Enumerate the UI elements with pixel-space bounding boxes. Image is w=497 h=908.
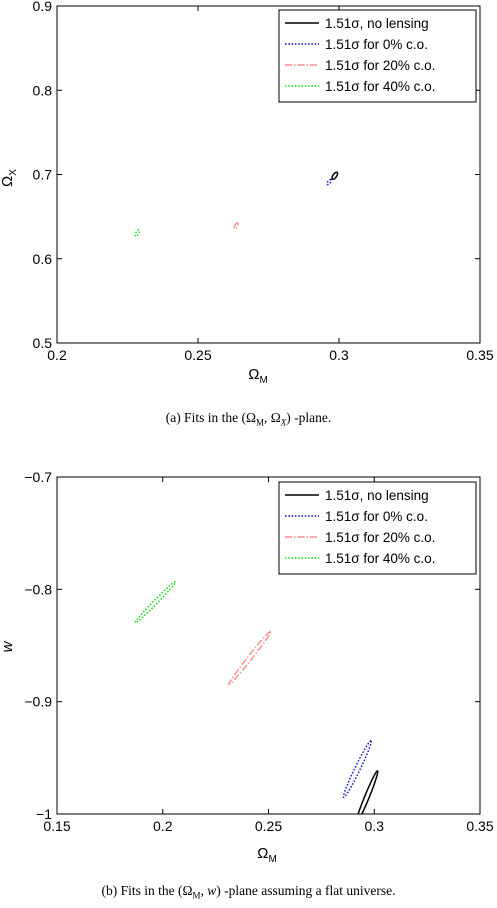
x-axis-label: ΩM bbox=[248, 366, 268, 386]
legend-entry: 1.51σ for 40% c.o. bbox=[325, 79, 435, 94]
figure-b-chart: 0.15 0.2 0.25 0.3 0.35 −1 −0.9 −0.8 −0.7 1.51σ, … bbox=[0, 469, 494, 865]
series-contour bbox=[331, 171, 339, 181]
series-contour bbox=[233, 222, 239, 230]
figure-b-caption: (b) Fits in the (ΩM, w) -plane assuming … bbox=[101, 883, 396, 901]
x-axis-label: ΩM bbox=[257, 845, 277, 865]
y-axis-label: w bbox=[0, 640, 16, 652]
x-tick-label: 0.35 bbox=[466, 347, 493, 363]
series-contour bbox=[326, 178, 332, 186]
y-tick-label: −1 bbox=[36, 806, 52, 822]
y-axis-label: ΩX bbox=[0, 169, 19, 187]
x-tick-label: 0.15 bbox=[43, 818, 70, 834]
legend-entry: 1.51σ, no lensing bbox=[325, 16, 429, 31]
y-tick-label: 0.5 bbox=[33, 335, 53, 351]
x-tick-label: 0.3 bbox=[365, 818, 385, 834]
legend-entry: 1.51σ for 20% c.o. bbox=[325, 58, 435, 73]
y-tick-label: 0.7 bbox=[33, 167, 53, 183]
series-contour bbox=[134, 229, 141, 237]
x-tick-label: 0.2 bbox=[153, 818, 173, 834]
x-tick-label: 0.35 bbox=[466, 818, 493, 834]
x-tick-label: 0.3 bbox=[329, 347, 349, 363]
y-tick-label: 0.6 bbox=[33, 251, 53, 267]
legend-entry: 1.51σ for 0% c.o. bbox=[325, 509, 428, 524]
legend-entry: 1.51σ for 40% c.o. bbox=[325, 551, 435, 566]
y-tick-label: −0.7 bbox=[24, 469, 52, 485]
figure-a-chart: 0.2 0.25 0.3 0.35 0.5 0.6 0.7 0.8 0.9 1.51σ, no … bbox=[0, 0, 494, 386]
y-tick-label: −0.8 bbox=[24, 581, 52, 597]
x-tick-label: 0.2 bbox=[47, 347, 67, 363]
series-contour bbox=[134, 581, 177, 624]
series-contour bbox=[342, 740, 372, 799]
legend-entry: 1.51σ for 0% c.o. bbox=[325, 37, 428, 52]
figure-a-caption: (a) Fits in the (ΩM, ΩX) -plane. bbox=[165, 410, 332, 428]
y-tick-label: 0.8 bbox=[33, 82, 53, 98]
x-tick-label: 0.25 bbox=[184, 347, 211, 363]
series-contour bbox=[228, 630, 272, 686]
series-contour bbox=[357, 770, 379, 814]
y-tick-label: −0.9 bbox=[24, 694, 52, 710]
y-tick-label: 0.9 bbox=[33, 0, 53, 14]
legend-entry: 1.51σ for 20% c.o. bbox=[325, 530, 435, 545]
legend-entry: 1.51σ, no lensing bbox=[325, 488, 429, 503]
x-tick-label: 0.25 bbox=[255, 818, 282, 834]
